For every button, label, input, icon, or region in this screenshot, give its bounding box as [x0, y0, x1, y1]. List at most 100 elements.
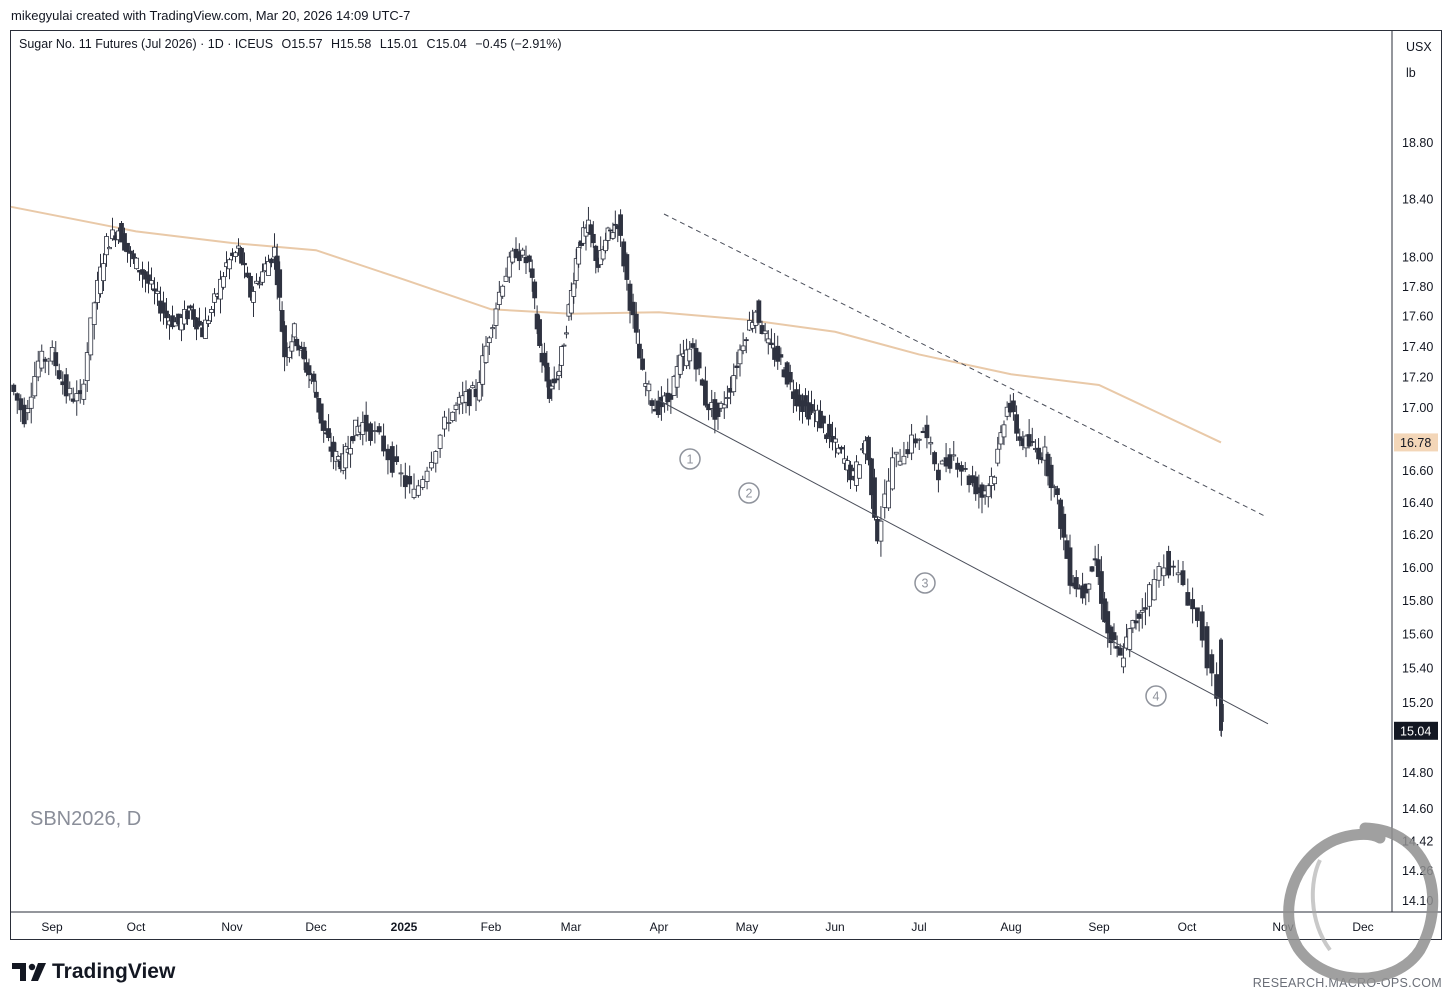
candle	[420, 475, 426, 491]
trendlines-layer	[658, 213, 1269, 725]
candle	[633, 302, 639, 344]
moving-average-layer	[10, 205, 1222, 444]
candle	[590, 221, 596, 248]
resistance-trendline[interactable]	[663, 213, 1265, 517]
candle	[506, 251, 512, 283]
candle	[424, 466, 430, 490]
symbol-watermark: SBN2026, D	[30, 808, 142, 830]
time-tick-label: Nov	[221, 920, 242, 934]
wave-label-2[interactable]: 2	[738, 482, 760, 504]
candle	[909, 424, 914, 461]
candle	[25, 399, 31, 421]
time-tick-label: 2025	[391, 920, 418, 934]
time-tick-label: Apr	[650, 920, 669, 934]
candle	[715, 402, 721, 430]
candle	[731, 363, 737, 396]
candle	[398, 464, 404, 487]
time-tick-label: Jun	[825, 920, 844, 934]
candle	[561, 343, 567, 347]
creator-caption: mikegyulai created with TradingView.com,…	[11, 8, 411, 23]
candle	[932, 450, 937, 471]
wave-label-1[interactable]: 1	[679, 448, 701, 470]
candle	[627, 280, 633, 324]
candle	[104, 233, 109, 267]
svg-text:16.78: 16.78	[1400, 436, 1431, 450]
candle-last	[1219, 637, 1223, 737]
candle	[402, 462, 408, 499]
candle	[442, 410, 447, 437]
price-tick-label: 14.80	[1402, 766, 1433, 780]
candle	[951, 441, 957, 461]
candle	[1036, 438, 1041, 465]
candle	[381, 423, 386, 457]
candle	[350, 435, 356, 444]
candle	[649, 398, 655, 414]
candle	[571, 272, 577, 304]
candle	[920, 427, 926, 434]
candle	[1121, 643, 1126, 674]
candle	[233, 250, 238, 263]
candle	[624, 252, 630, 291]
candle	[916, 438, 922, 450]
candle	[81, 379, 87, 405]
candle	[1055, 485, 1060, 505]
price-tick-label: 18.40	[1402, 193, 1433, 207]
candle	[164, 297, 169, 329]
time-tick-label: Dec	[1352, 920, 1373, 934]
time-tick-label: Jul	[911, 920, 926, 934]
candle	[998, 425, 1004, 450]
wave-label-4[interactable]: 4	[1145, 685, 1167, 707]
candle	[1151, 569, 1157, 601]
candle	[326, 414, 331, 442]
candle	[1195, 607, 1200, 628]
candle	[857, 464, 862, 479]
candle	[893, 451, 899, 468]
tradingview-logo[interactable]: TradingView	[12, 960, 175, 984]
candle	[721, 391, 727, 419]
price-tick-label: 15.60	[1402, 627, 1433, 641]
candle	[321, 420, 327, 443]
price-axis-layer: 18.80 18.40 18.00 17.80 17.60 17.40 17.20 17.00…	[1391, 30, 1438, 912]
candle	[1042, 435, 1048, 476]
candle	[376, 423, 382, 435]
candle	[1214, 662, 1219, 707]
candle	[1048, 456, 1054, 501]
candle	[1111, 623, 1117, 649]
candle	[839, 445, 844, 454]
support-trendline[interactable]	[658, 399, 1269, 725]
candle	[833, 427, 838, 458]
candle	[1011, 393, 1016, 421]
tradingview-logo-icon	[12, 963, 46, 981]
candle	[110, 217, 115, 241]
time-tick-label: Oct	[127, 920, 146, 934]
chart-frame	[10, 30, 1442, 940]
candle	[1175, 559, 1181, 583]
candle	[913, 433, 918, 448]
candle	[415, 479, 421, 498]
candle	[600, 245, 606, 262]
candle	[520, 247, 526, 258]
price-tick-label: 14.10	[1402, 894, 1433, 908]
candle	[630, 293, 636, 329]
candle	[503, 267, 509, 282]
candle	[1185, 578, 1191, 606]
candle	[242, 252, 247, 279]
legend-change: −0.45 (−2.91%)	[475, 37, 562, 51]
candle	[39, 344, 45, 372]
candle	[170, 305, 175, 330]
candle	[125, 242, 130, 263]
candle	[529, 259, 535, 292]
candle	[928, 436, 934, 455]
wave-label-3[interactable]: 3	[914, 572, 936, 594]
unit-selector[interactable]: USX lb	[1399, 34, 1439, 86]
candle	[1026, 419, 1032, 449]
candle	[973, 471, 979, 501]
candle	[778, 347, 784, 365]
candle	[227, 257, 232, 280]
price-tick-label: 15.40	[1402, 661, 1433, 675]
candle	[493, 302, 499, 340]
candle	[1133, 610, 1139, 630]
footer-url[interactable]: RESEARCH.MACRO-OPS.COM	[1252, 976, 1442, 990]
candle	[239, 247, 244, 266]
